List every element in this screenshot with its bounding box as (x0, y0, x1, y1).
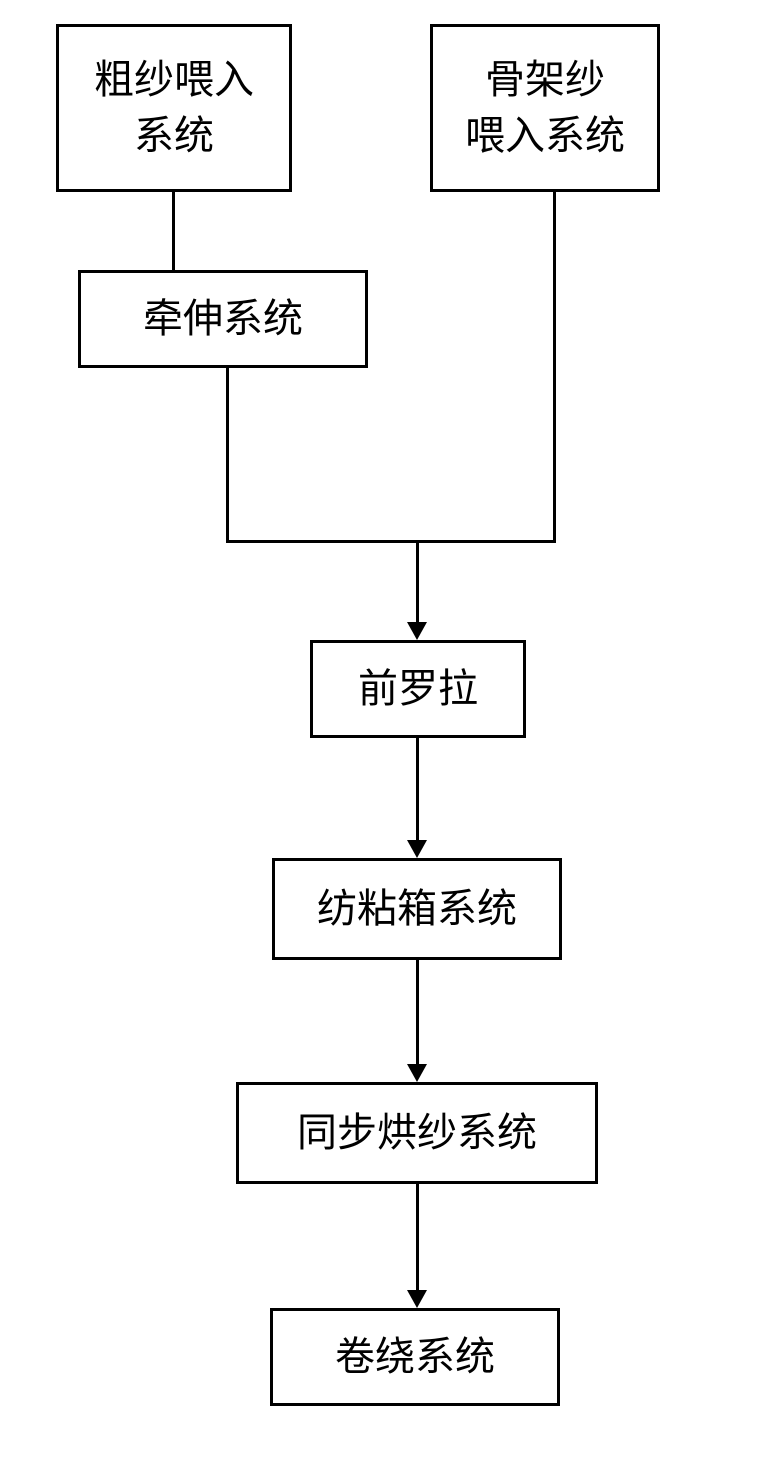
arrowhead-spunbond (407, 840, 427, 858)
arrowhead-winding (407, 1290, 427, 1308)
node-winding: 卷绕系统 (270, 1308, 560, 1406)
edge-front-roller-to-spunbond (416, 738, 419, 842)
edge-drafting-down (226, 368, 229, 540)
node-skeleton-yarn-feed: 骨架纱喂入系统 (430, 24, 660, 192)
node-label: 牵伸系统 (143, 291, 303, 347)
edge-skeleton-down (553, 192, 556, 543)
node-sync-drying: 同步烘纱系统 (236, 1082, 598, 1184)
node-roving-feed: 粗纱喂入系统 (56, 24, 292, 192)
node-label: 前罗拉 (358, 661, 478, 717)
edge-spunbond-to-drying (416, 960, 419, 1066)
edge-drying-to-winding (416, 1184, 419, 1292)
arrowhead-drying (407, 1064, 427, 1082)
arrowhead-front-roller (407, 622, 427, 640)
flowchart-container: 粗纱喂入系统 骨架纱喂入系统 牵伸系统 前罗拉 纺粘箱系统 同步烘纱系统 卷绕系… (0, 0, 759, 1474)
node-drafting: 牵伸系统 (78, 270, 368, 368)
node-label: 骨架纱喂入系统 (465, 52, 625, 164)
node-label: 同步烘纱系统 (297, 1105, 537, 1161)
edge-skeleton-horizontal (418, 540, 556, 543)
node-front-roller: 前罗拉 (310, 640, 526, 738)
node-label: 粗纱喂入系统 (94, 52, 254, 164)
node-label: 卷绕系统 (335, 1329, 495, 1385)
edge-junction-to-front-roller (416, 540, 419, 624)
node-spunbond: 纺粘箱系统 (272, 858, 562, 960)
edge-roving-to-drafting (172, 192, 175, 270)
node-label: 纺粘箱系统 (317, 881, 517, 937)
edge-drafting-horizontal (226, 540, 418, 543)
